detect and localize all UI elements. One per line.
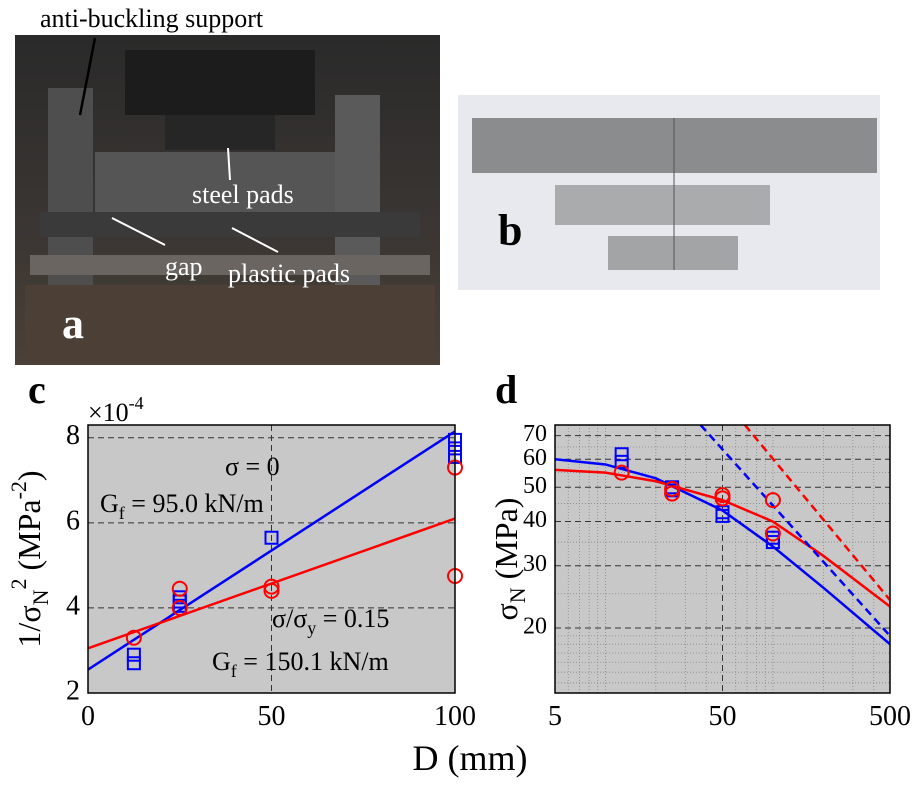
data-point <box>764 525 781 542</box>
data-point <box>764 492 781 509</box>
fit-line <box>699 425 890 637</box>
data-point <box>714 490 731 507</box>
data-point <box>664 485 681 502</box>
x-tick-label: 100 <box>434 701 476 732</box>
data-point <box>172 590 187 605</box>
y-axis-label-part: 2 <box>6 579 31 590</box>
data-point <box>171 580 188 597</box>
data-point <box>126 656 141 671</box>
y-tick-label: 6 <box>66 505 80 536</box>
annotation-part: = 95.0 kN/m <box>125 489 264 518</box>
data-point <box>171 599 188 616</box>
panel-label: b <box>498 206 522 255</box>
y-axis-label-part: σ <box>488 603 524 620</box>
y-axis-label: 1/σN2 (MPa-2) <box>6 470 53 647</box>
y-multiplier-part: -4 <box>129 393 144 413</box>
data-point <box>264 530 279 545</box>
y-multiplier-part: ×10 <box>88 398 129 427</box>
y-tick-label: 2 <box>66 675 80 706</box>
annotation: Gf = 95.0 kN/m <box>100 489 264 523</box>
annotation: steel pads <box>192 180 294 209</box>
data-point <box>614 447 629 462</box>
y-multiplier: ×10-4 <box>88 393 144 427</box>
annotation: anti-buckling support <box>40 4 264 33</box>
annotation-part: G <box>212 647 231 676</box>
annotation: σ = 0 <box>225 452 280 481</box>
y-axis-label: σN (MPa) <box>488 498 530 621</box>
y-tick-label: 8 <box>66 420 80 451</box>
x-axis-label: D (mm) <box>413 738 528 778</box>
data-point <box>125 629 142 646</box>
panel-label: a <box>62 299 84 348</box>
panel-label: d <box>495 367 517 412</box>
y-axis-label-part: (MPa) <box>488 498 524 588</box>
annotation: σ/σy = 0.15 <box>272 604 389 638</box>
x-tick-label: 0 <box>81 701 95 732</box>
annotation-part: = 150.1 kN/m <box>237 647 389 676</box>
data-point <box>263 578 280 595</box>
y-tick-label: 20 <box>523 614 547 640</box>
annotation-part: f <box>231 661 237 681</box>
x-tick-label: 50 <box>709 701 737 732</box>
data-point <box>613 464 630 481</box>
data-point <box>126 647 141 662</box>
annotation-part: σ = 0 <box>225 452 280 481</box>
data-point <box>263 582 280 599</box>
y-tick-label: 70 <box>523 421 547 447</box>
fit-line <box>743 425 890 601</box>
data-point <box>765 535 780 550</box>
annotation: gap <box>165 252 203 281</box>
annotation: plastic pads <box>228 259 350 288</box>
plot-frame <box>87 424 456 694</box>
fit-line <box>555 468 890 608</box>
y-axis-label-part: 1/σ <box>11 605 47 647</box>
annotation-part: σ/σ <box>272 604 307 633</box>
fit-line <box>88 430 455 671</box>
annotation-part: = 0.15 <box>316 604 389 633</box>
y-tick-label: 60 <box>523 445 547 471</box>
y-axis-label-part: ) <box>11 470 47 481</box>
y-tick-label: 30 <box>523 551 547 577</box>
y-axis-label-part: -2 <box>6 481 31 499</box>
annotation-part: f <box>119 503 125 523</box>
annotation: Gf = 150.1 kN/m <box>212 647 389 681</box>
photo-b: b <box>458 95 880 290</box>
photo-a: anti-buckling support steel pads gap pla… <box>15 4 440 365</box>
y-axis-label-part: (MPa <box>11 499 47 578</box>
x-tick-label: 50 <box>258 701 286 732</box>
panel-label: c <box>28 367 46 412</box>
data-point <box>715 508 730 523</box>
y-axis-label-part: N <box>28 589 53 605</box>
y-tick-label: 4 <box>66 590 80 621</box>
annotation-part: G <box>100 489 119 518</box>
data-point <box>664 480 681 497</box>
data-point <box>614 454 629 469</box>
y-tick-label: 40 <box>523 507 547 533</box>
x-tick-label: 500 <box>869 701 911 732</box>
y-axis-label-part: N <box>505 587 530 603</box>
x-tick-label: 5 <box>548 701 562 732</box>
annotation-part: y <box>307 618 316 638</box>
plot-frame <box>554 424 891 694</box>
y-tick-label: 50 <box>523 473 547 499</box>
